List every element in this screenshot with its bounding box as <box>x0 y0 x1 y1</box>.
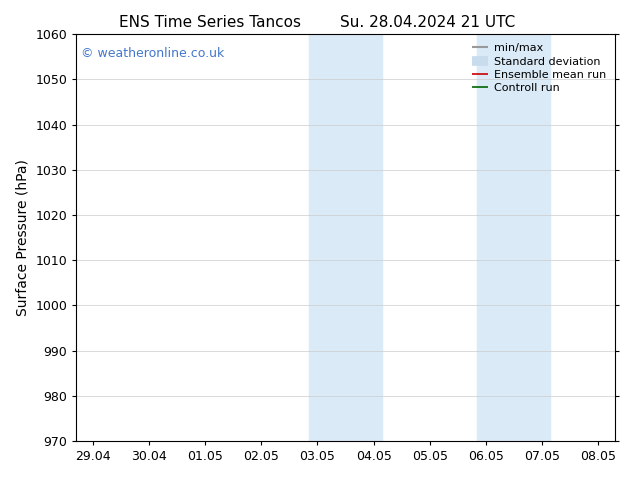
Legend: min/max, Standard deviation, Ensemble mean run, Controll run: min/max, Standard deviation, Ensemble me… <box>469 40 609 97</box>
Bar <box>346 34 382 441</box>
Text: © weatheronline.co.uk: © weatheronline.co.uk <box>81 47 224 59</box>
Bar <box>514 34 550 441</box>
Text: ENS Time Series Tancos        Su. 28.04.2024 21 UTC: ENS Time Series Tancos Su. 28.04.2024 21… <box>119 15 515 30</box>
Bar <box>309 34 346 441</box>
Bar <box>477 34 514 441</box>
Y-axis label: Surface Pressure (hPa): Surface Pressure (hPa) <box>16 159 30 316</box>
